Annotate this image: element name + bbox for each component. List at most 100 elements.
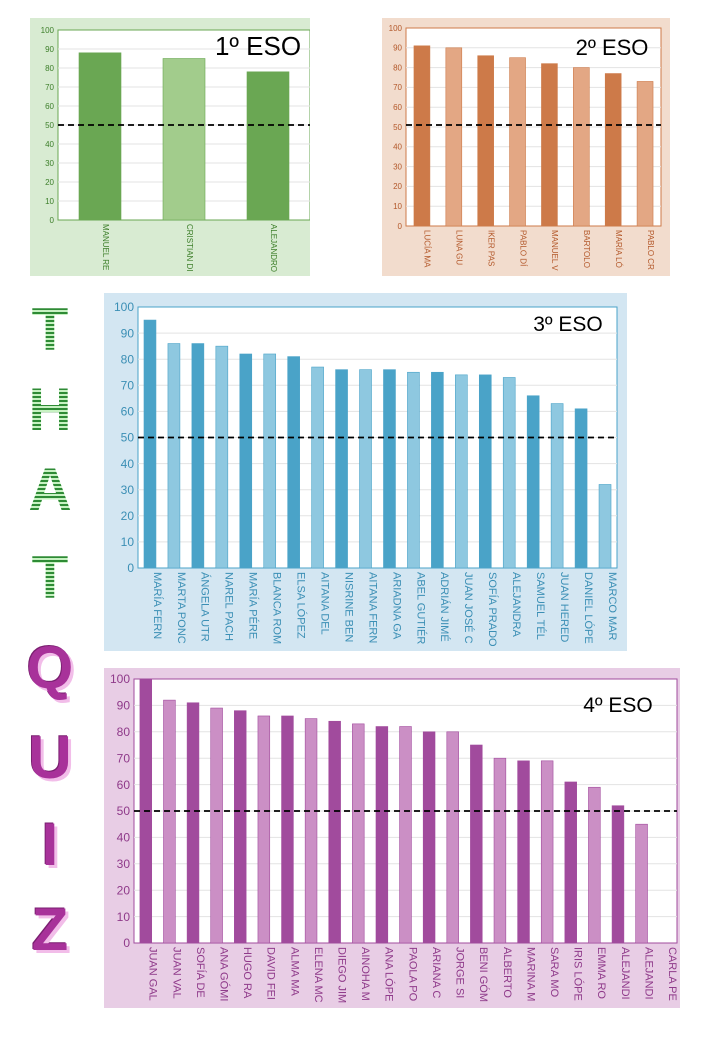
bar xyxy=(375,726,389,944)
x-category-label: CARLA PE xyxy=(666,947,678,1001)
x-category-label: SARA MO xyxy=(548,947,560,998)
x-category-label: IKER PAS xyxy=(486,230,495,266)
bar xyxy=(573,67,590,227)
y-tick-label: 30 xyxy=(45,159,54,168)
bar xyxy=(311,366,324,569)
y-tick-label: 40 xyxy=(117,831,131,845)
y-tick-label: 100 xyxy=(110,672,130,686)
x-category-label: LUCÍA MA xyxy=(423,230,432,268)
y-tick-label: 30 xyxy=(121,483,135,497)
x-category-label: MARÍA FERN xyxy=(151,572,164,639)
x-category-label: MARCO MAR xyxy=(606,572,618,641)
x-category-label: DAVID FEI xyxy=(265,947,277,1000)
bar xyxy=(517,760,530,944)
y-tick-label: 40 xyxy=(45,140,54,149)
x-category-label: ALBERTO xyxy=(501,947,513,998)
x-category-label: MANUEL RE xyxy=(101,224,110,270)
bar xyxy=(541,63,558,227)
x-category-label: ADRIÁN JIMÉ xyxy=(438,572,451,642)
y-tick-label: 60 xyxy=(121,405,135,419)
y-tick-label: 50 xyxy=(117,804,131,818)
y-tick-label: 80 xyxy=(45,64,54,73)
bar xyxy=(540,760,554,944)
x-category-label: AINOHA M xyxy=(359,947,371,1001)
x-category-label: ARIANA C xyxy=(430,947,442,998)
x-category-label: PAOLA PO xyxy=(406,947,418,1002)
bar xyxy=(455,374,468,569)
title-letter-i: I xyxy=(41,811,59,878)
y-tick-label: 40 xyxy=(393,143,402,152)
y-tick-label: 30 xyxy=(393,162,402,171)
y-tick-label: 20 xyxy=(117,883,131,897)
bar xyxy=(328,720,341,944)
y-tick-label: 20 xyxy=(45,178,54,187)
bar xyxy=(287,356,300,569)
bar xyxy=(502,377,516,569)
chart-svg: 0 10 20 30 40 50 60 70 80 90 100 JUAN GAL JUAN VAL SO… xyxy=(104,668,680,1008)
y-tick-label: 100 xyxy=(389,24,403,33)
y-tick-label: 50 xyxy=(45,121,54,130)
bar xyxy=(431,371,444,569)
x-category-label: JUAN JOSÉ C xyxy=(462,572,475,644)
y-tick-label: 90 xyxy=(393,44,402,53)
bar xyxy=(574,408,588,569)
y-tick-label: 70 xyxy=(393,83,402,92)
x-category-label: ELENA MC xyxy=(312,947,324,1003)
x-category-label: SOFÍA DE xyxy=(194,947,207,998)
x-category-label: MANUEL V xyxy=(550,230,559,271)
bar xyxy=(162,58,206,221)
x-category-label: ALEJANDRO xyxy=(269,224,278,272)
bar xyxy=(246,71,290,221)
bar xyxy=(422,731,436,944)
bar xyxy=(550,403,564,569)
x-category-label: JORGE SI xyxy=(454,947,466,998)
y-tick-label: 40 xyxy=(121,457,135,471)
title-letter-t1: T xyxy=(20,300,80,360)
x-category-label: LUNA GU xyxy=(455,230,464,265)
x-category-label: AITANA FERN xyxy=(366,572,378,643)
chart-title: 3º ESO xyxy=(533,313,603,336)
y-tick-label: 20 xyxy=(393,182,402,191)
chart-panel-eso3: 0 10 20 30 40 50 60 70 80 90 100 MARÍA FERN MARTA PO… xyxy=(104,293,627,651)
y-tick-label: 70 xyxy=(121,379,135,393)
bar xyxy=(234,710,247,944)
chart-svg: 0 10 20 30 40 50 60 70 80 90 100 MANUEL RE CRISTIAN … xyxy=(30,18,310,276)
x-category-label: MARÍA PÉRE xyxy=(247,572,260,639)
bar xyxy=(191,343,205,569)
x-category-label: ANA GÓMI xyxy=(217,947,230,1001)
title-letter-h: H xyxy=(20,380,80,440)
bar xyxy=(478,374,492,569)
bar xyxy=(588,786,601,944)
bar xyxy=(407,371,420,569)
x-category-label: DANIEL LÓPE xyxy=(582,572,595,644)
x-category-label: MARÍA LÓ xyxy=(614,230,623,268)
x-category-label: JUAN GAL xyxy=(147,947,159,1001)
x-category-label: BENI GÓM xyxy=(477,947,490,1002)
bar xyxy=(470,744,483,944)
bar xyxy=(143,319,157,569)
x-category-label: ALMA MA xyxy=(288,947,300,997)
x-category-label: PABLO CR xyxy=(646,230,655,270)
y-tick-label: 100 xyxy=(114,300,134,314)
x-category-label: BLANCA ROM xyxy=(271,572,283,644)
x-category-label: ABEL GUTIÉR xyxy=(414,572,427,644)
bar xyxy=(335,369,348,569)
x-category-label: EMMA RO xyxy=(595,947,607,999)
y-tick-label: 90 xyxy=(117,699,131,713)
bar xyxy=(359,369,372,569)
title-letter-q: Q xyxy=(26,634,74,701)
y-tick-label: 0 xyxy=(398,222,403,231)
bar xyxy=(383,369,396,569)
y-tick-label: 80 xyxy=(393,63,402,72)
bar xyxy=(257,715,271,944)
y-tick-label: 60 xyxy=(393,103,402,112)
y-tick-label: 0 xyxy=(50,216,55,225)
y-tick-label: 10 xyxy=(121,535,135,549)
y-tick-label: 70 xyxy=(45,83,54,92)
bar xyxy=(163,699,176,944)
y-tick-label: 10 xyxy=(393,202,402,211)
y-tick-label: 50 xyxy=(393,123,402,132)
title-letter-z: Z xyxy=(31,896,69,963)
x-category-label: ELSA LÓPEZ xyxy=(295,572,308,639)
y-tick-label: 0 xyxy=(123,936,130,950)
